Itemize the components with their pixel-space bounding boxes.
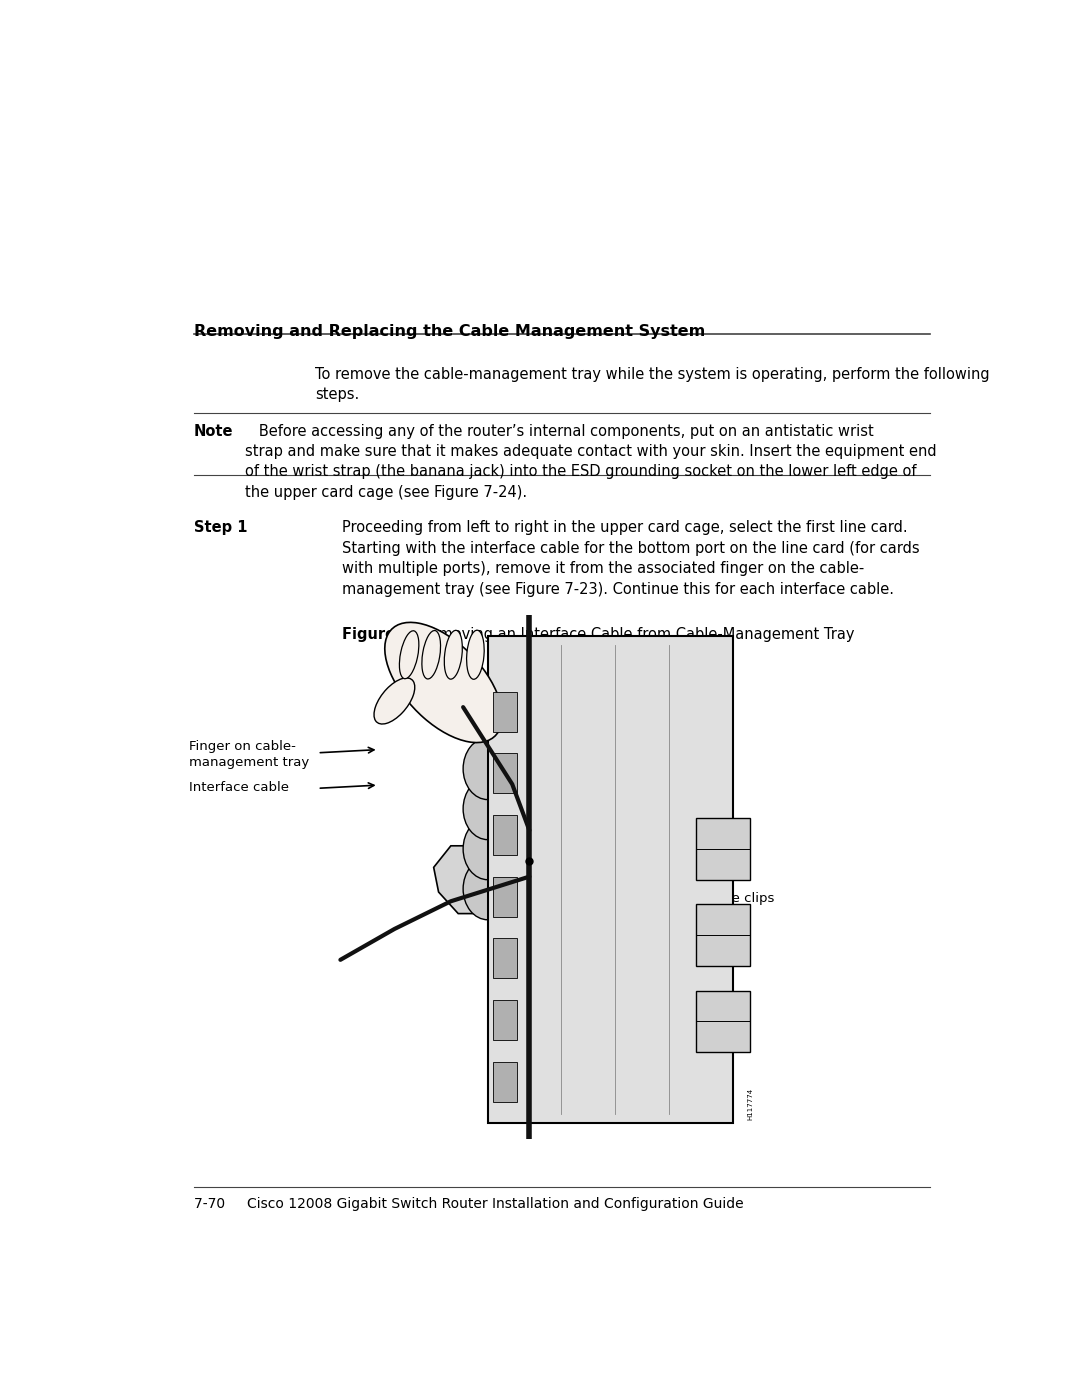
Text: Interface cable: Interface cable (189, 781, 289, 793)
Bar (697, 904, 751, 965)
Ellipse shape (467, 630, 484, 679)
Ellipse shape (374, 678, 415, 724)
Bar (492, 939, 517, 978)
Bar (697, 819, 751, 880)
Text: Removing an Interface Cable from Cable-Management Tray: Removing an Interface Cable from Cable-M… (419, 627, 854, 643)
Ellipse shape (422, 630, 441, 679)
Text: To remove the cable-management tray while the system is operating, perform the f: To remove the cable-management tray whil… (315, 366, 989, 402)
Wedge shape (463, 778, 488, 840)
Wedge shape (463, 819, 488, 880)
Text: 7-70     Cisco 12008 Gigabit Switch Router Installation and Configuration Guide: 7-70 Cisco 12008 Gigabit Switch Router I… (193, 1197, 743, 1211)
Text: Step 1: Step 1 (193, 521, 247, 535)
Text: H117774: H117774 (747, 1088, 754, 1120)
Ellipse shape (444, 630, 462, 679)
Bar (492, 692, 517, 732)
Text: Cable clips: Cable clips (702, 891, 774, 905)
Text: Before accessing any of the router’s internal components, put on an antistatic w: Before accessing any of the router’s int… (245, 423, 937, 500)
Text: Figure 7-23: Figure 7-23 (341, 627, 436, 643)
Text: Finger on cable-
management tray: Finger on cable- management tray (189, 740, 310, 768)
FancyBboxPatch shape (488, 636, 733, 1123)
Ellipse shape (400, 631, 419, 679)
Text: Removing and Replacing the Cable Management System: Removing and Replacing the Cable Managem… (193, 324, 705, 338)
Bar (697, 990, 751, 1052)
Ellipse shape (384, 623, 502, 743)
Wedge shape (463, 738, 488, 799)
Wedge shape (463, 858, 488, 919)
Bar (492, 814, 517, 855)
Bar (492, 877, 517, 916)
Bar (492, 1062, 517, 1102)
Text: Proceeding from left to right in the upper card cage, select the first line card: Proceeding from left to right in the upp… (341, 521, 919, 597)
Bar (492, 753, 517, 793)
Text: Note: Note (193, 423, 233, 439)
Polygon shape (434, 845, 488, 914)
Bar (492, 1000, 517, 1039)
